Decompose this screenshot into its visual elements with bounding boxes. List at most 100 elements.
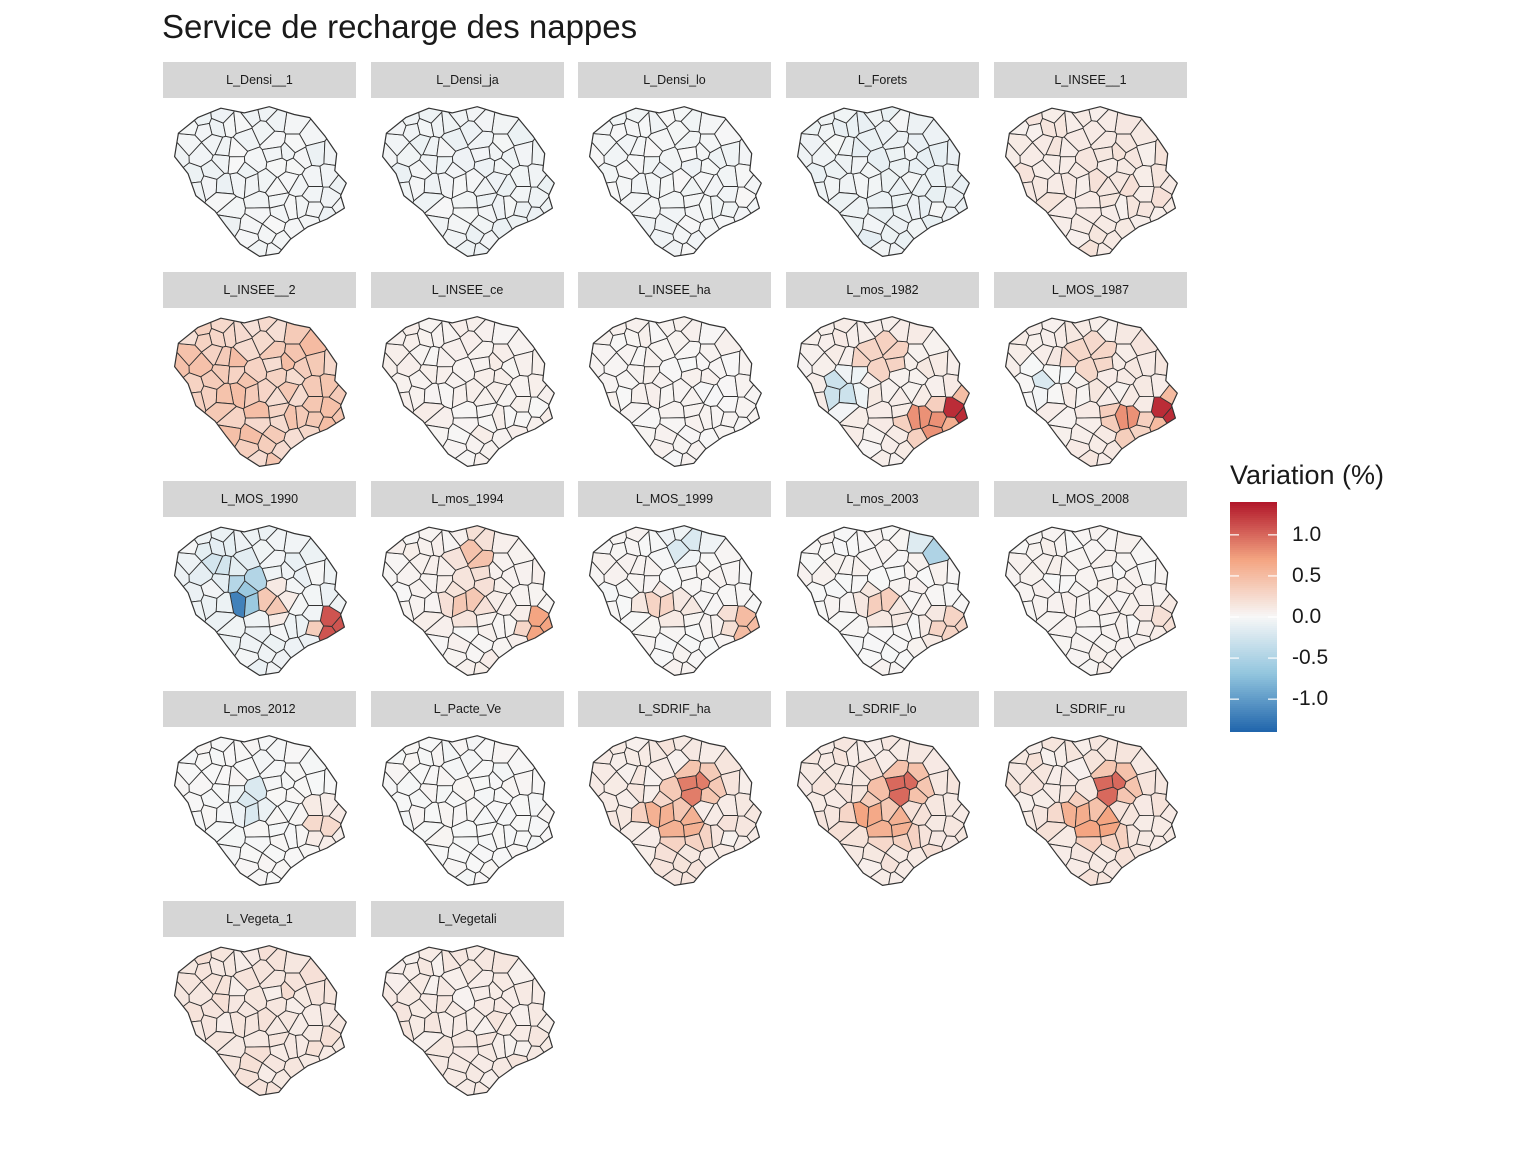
choropleth-map: [174, 316, 347, 467]
map-region: [318, 835, 347, 886]
map-regions: [589, 525, 762, 676]
map-region: [710, 405, 725, 429]
map-region: [174, 391, 207, 454]
facet-strip: L_Densi__1: [163, 62, 356, 98]
facet-strip: L_mos_2012: [163, 691, 356, 727]
map-region: [194, 541, 213, 562]
map-regions: [382, 316, 555, 467]
map-region: [200, 998, 225, 1019]
map-region: [402, 541, 421, 562]
facet-label: L_MOS_1999: [635, 492, 714, 506]
map-region: [408, 369, 433, 390]
choropleth-map: [174, 735, 347, 886]
map-region: [1075, 417, 1102, 435]
map-regions: [589, 735, 762, 886]
map-region: [1075, 836, 1102, 854]
map-region: [797, 424, 865, 467]
map-region: [1075, 207, 1102, 225]
map-region: [884, 565, 906, 582]
map-region: [382, 843, 450, 886]
map-region: [174, 424, 242, 467]
map-region: [251, 959, 276, 985]
map-region: [492, 133, 515, 154]
map-outline: [797, 106, 970, 257]
map-region: [452, 1046, 479, 1064]
map-region: [946, 526, 970, 587]
facet-panel: L_SDRIF_ru: [994, 691, 1187, 887]
map-region: [666, 120, 691, 146]
facet-strip: L_SDRIF_ha: [578, 691, 771, 727]
map-region: [941, 416, 970, 467]
map-region: [228, 555, 249, 577]
map-region: [712, 214, 749, 257]
facet-panel: L_INSEE__2: [163, 272, 356, 468]
map-region: [261, 985, 283, 1002]
map-region: [867, 207, 894, 225]
facet-panel: L_MOS_1987: [994, 272, 1187, 468]
map-region: [244, 417, 271, 435]
map-region: [738, 317, 762, 378]
map-region: [710, 195, 725, 219]
map-region: [797, 106, 822, 136]
map-region: [459, 749, 484, 775]
map-region: [174, 214, 242, 257]
map-outline: [589, 106, 762, 257]
map-region: [797, 633, 865, 676]
facet-strip: L_INSEE_ha: [578, 272, 771, 308]
map-region: [505, 633, 542, 676]
map-region: [676, 146, 698, 163]
legend-tick-label: 1.0: [1292, 522, 1322, 546]
map-region: [851, 136, 872, 158]
legend-tick-label: 0.5: [1292, 563, 1322, 587]
map-region: [323, 736, 347, 797]
map-region: [699, 552, 722, 573]
map-region: [733, 625, 762, 676]
map-region: [174, 316, 199, 346]
map-region: [297, 843, 334, 886]
map-region: [884, 356, 906, 373]
map-region: [672, 586, 693, 613]
map-outline: [589, 525, 762, 676]
map-region: [469, 775, 491, 792]
map-region: [676, 775, 698, 792]
map-region: [492, 762, 515, 783]
map-region: [643, 555, 664, 577]
map-region: [589, 316, 614, 346]
map-region: [382, 181, 415, 244]
map-region: [284, 343, 307, 364]
map-region: [297, 214, 334, 257]
map-region: [666, 749, 691, 775]
facet-label: L_mos_2003: [846, 492, 919, 506]
map-region: [492, 552, 515, 573]
map-region: [1025, 751, 1044, 772]
map-region: [295, 614, 310, 638]
map-region: [880, 796, 901, 823]
map-region: [676, 565, 698, 582]
choropleth-map: [589, 316, 762, 467]
facet-panel: L_Densi_ja: [371, 62, 564, 258]
map-region: [228, 765, 249, 787]
map-region: [1154, 107, 1178, 168]
legend-title: Variation (%): [1230, 460, 1385, 490]
map-region: [323, 526, 347, 587]
map-region: [1154, 526, 1178, 587]
map-region: [1031, 578, 1056, 599]
map-regions: [1005, 525, 1178, 676]
facet-strip: L_mos_1982: [786, 272, 979, 308]
map-region: [1088, 586, 1109, 613]
map-region: [920, 633, 957, 676]
chart-title: Service de recharge des nappes: [162, 8, 638, 45]
facet-strip: L_Densi_lo: [578, 62, 771, 98]
facet-panel: L_mos_1994: [371, 481, 564, 677]
legend-tick-label: -1.0: [1292, 687, 1329, 711]
map-region: [1115, 552, 1138, 573]
map-region: [1025, 541, 1044, 562]
map-region: [946, 317, 970, 378]
map-region: [1092, 356, 1114, 373]
map-region: [920, 843, 957, 886]
map-region: [918, 824, 933, 848]
map-region: [408, 998, 433, 1019]
map-region: [408, 788, 433, 809]
map-region: [823, 159, 848, 180]
map-region: [589, 106, 614, 136]
